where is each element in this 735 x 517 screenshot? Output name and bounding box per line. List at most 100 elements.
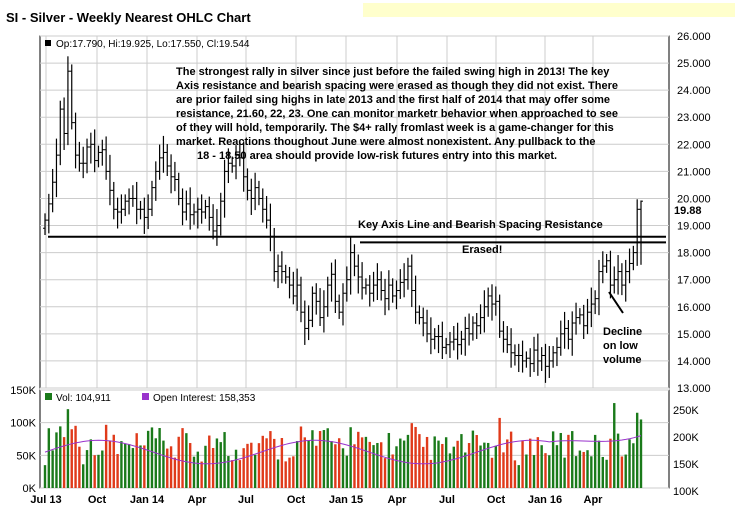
x-tick-label: Oct (487, 494, 506, 506)
volume-y-axis: 150K 100K 50K 0K (10, 385, 36, 495)
ohlc-bar (394, 280, 399, 310)
volume-bar (231, 460, 234, 488)
volume-bar (295, 441, 299, 488)
ohlc-bar (497, 294, 502, 338)
volume-bar (146, 430, 150, 488)
volume-bar (59, 426, 62, 488)
ohlc-bar (192, 203, 196, 225)
volume-bar (471, 430, 475, 488)
ohlc-bar (467, 313, 472, 346)
ohlc-bar (612, 266, 617, 294)
volume-bar (78, 446, 81, 488)
ohlc-bar (207, 196, 212, 231)
ohlc-bar (440, 321, 445, 360)
volume-bar (330, 441, 333, 488)
volume-bar (150, 427, 154, 488)
ohlc-bar (421, 307, 426, 337)
ohlc-bar (505, 325, 510, 354)
volume-bar (544, 453, 547, 488)
volume-bar (456, 440, 459, 488)
volume-bar (154, 438, 157, 488)
oi-legend-swatch (142, 393, 149, 400)
ohlc-bar (314, 283, 319, 315)
ohlc-bar (276, 254, 281, 289)
ohlc-bar (230, 156, 235, 173)
ohlc-bar (493, 286, 498, 316)
ohlc-bar (348, 236, 353, 295)
commentary-line: 18 - 18.50 area should provide low-risk … (197, 150, 557, 162)
volume-bar (234, 449, 238, 488)
volume-bar (74, 425, 77, 488)
volume-bar (104, 424, 108, 488)
ohlc-bar (474, 312, 479, 339)
volume-bar (337, 438, 341, 488)
ohlc-bar (604, 253, 609, 273)
ohlc-bar (551, 346, 556, 368)
volume-bar (368, 441, 371, 488)
ohlc-bar (623, 259, 628, 302)
volume-bar (276, 459, 280, 488)
ohlc-bar (528, 348, 533, 377)
volume-bar (483, 442, 486, 488)
key-axis-label: Key Axis Line and Bearish Spacing Resist… (358, 219, 603, 231)
price-y-tick-label: 25.000 (677, 58, 711, 70)
x-tick-label: Jul 13 (30, 494, 61, 506)
volume-bar (635, 412, 639, 488)
decline-label: on low (603, 340, 638, 352)
ohlc-bar (176, 172, 181, 206)
volume-bar (563, 457, 566, 488)
ohlc-bar (558, 320, 563, 356)
volume-bar (559, 432, 562, 488)
x-tick-label: Oct (88, 494, 107, 506)
ohlc-bar (260, 188, 265, 223)
volume-bar (261, 435, 264, 488)
volume-bar (364, 436, 368, 488)
ohlc-bar (46, 193, 51, 234)
price-y-tick-label: 24.000 (677, 85, 711, 97)
ohlc-bar (581, 304, 586, 339)
ohlc-bar (138, 200, 143, 220)
x-tick-label: Jan 14 (130, 494, 165, 506)
volume-bar (402, 440, 406, 488)
ohlc-bar (329, 262, 334, 302)
ohlc-bar (295, 268, 300, 311)
ohlc-bar (585, 298, 590, 335)
vol-legend: Vol: 104,911 (56, 393, 111, 404)
ohlc-bar (516, 343, 521, 373)
volume-bar (613, 403, 616, 488)
ohlc-bar (111, 181, 116, 220)
ohlc-bar (318, 288, 323, 326)
volume-bar (85, 450, 89, 488)
volume-bar (555, 445, 559, 488)
volume-bar (93, 455, 96, 488)
volume-bar (139, 445, 142, 488)
ohlc-bar (482, 290, 487, 333)
commentary-line: The strongest rally in silver since just… (176, 66, 610, 78)
ohlc-bar (130, 185, 135, 207)
ohlc-bar (157, 144, 162, 180)
ohlc-bar (375, 263, 380, 300)
volume-bar (441, 443, 444, 488)
volume-bar (586, 450, 589, 488)
price-y-tick-label: 18.000 (677, 248, 711, 260)
commentary-text: The strongest rally in silver since just… (176, 66, 618, 162)
ohlc-bar (577, 308, 582, 325)
volume-bar (467, 443, 471, 488)
commentary-line: market. Reactions thoughout June were al… (176, 136, 596, 148)
ohlc-bar (512, 344, 517, 366)
ohlc-bar (43, 213, 47, 236)
last-price-box (670, 204, 702, 217)
ohlc-bar (279, 251, 284, 284)
volume-bar (399, 438, 402, 488)
volume-bar (253, 454, 257, 488)
ohlc-bar (127, 188, 132, 215)
volume-bar (532, 455, 536, 488)
ohlc-bar (535, 333, 540, 376)
volume-bar (196, 451, 200, 488)
ohlc-bar (428, 317, 433, 355)
ohlc-bar (337, 294, 342, 319)
volume-bar (120, 441, 123, 488)
decline-line (608, 291, 624, 314)
ohlc-bar (85, 138, 90, 174)
